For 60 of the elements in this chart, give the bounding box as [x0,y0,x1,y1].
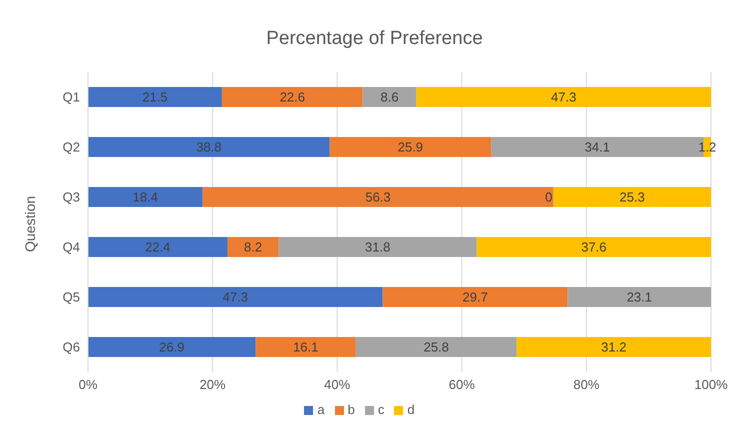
bar [362,87,416,107]
data-label: 25.9 [398,140,424,155]
bar [356,337,517,357]
chart-title: Percentage of Preference [265,27,484,51]
bar [88,237,228,257]
data-label: 37.6 [581,240,607,255]
data-label: 29.7 [462,290,488,305]
bar [88,87,222,107]
bar [256,337,356,357]
data-label: 31.2 [601,340,626,355]
data-label: 0 [545,190,552,205]
bar [228,237,279,257]
x-tick-label: 60% [448,377,476,392]
bar [553,187,711,207]
data-label: 38.8 [196,140,222,155]
bar [88,137,330,157]
data-label: 8.2 [244,240,262,255]
y-tick-label: Q6 [62,340,80,355]
data-label: 25.3 [620,190,645,205]
bar [222,87,363,107]
y-tick-label: Q4 [62,240,80,255]
bar [476,237,711,257]
bar [382,287,568,307]
data-label: 25.8 [424,340,449,355]
data-label: 47.3 [222,290,248,305]
y-axis-title: Question [22,196,38,252]
bar [202,187,554,207]
bar [88,187,203,207]
x-tick-label: 40% [324,377,351,392]
bar [568,287,711,307]
legend-label: a [317,402,325,417]
data-label: 22.6 [280,90,305,105]
legend-label: d [407,402,415,417]
data-label: 22.4 [145,240,170,255]
x-tick-label: 80% [573,377,600,392]
bar [330,137,492,157]
data-label: 56.3 [365,190,391,205]
data-label: 31.8 [365,240,390,255]
bar [88,337,256,357]
y-tick-label: Q2 [62,140,80,155]
legend-label: b [348,402,355,417]
data-label: 18.4 [132,190,158,205]
y-tick-label: Q5 [62,290,80,305]
data-label: 23.1 [626,290,652,305]
data-label: 21.5 [142,90,168,105]
bar [416,87,711,107]
bar [278,237,477,257]
x-tick-label: 100% [694,377,728,392]
data-label: 16.1 [293,340,318,355]
legend-label: c [378,402,384,417]
bar [516,337,711,357]
data-label: 34.1 [584,140,610,155]
data-label: 47.3 [551,90,576,105]
x-tick-label: 0% [78,377,98,392]
y-tick-label: Q3 [62,190,80,205]
x-tick-label: 20% [200,377,226,392]
y-tick-label: Q1 [62,90,80,105]
data-label: 8.6 [380,90,399,105]
bar [88,287,383,307]
data-label: 26.9 [159,340,184,355]
